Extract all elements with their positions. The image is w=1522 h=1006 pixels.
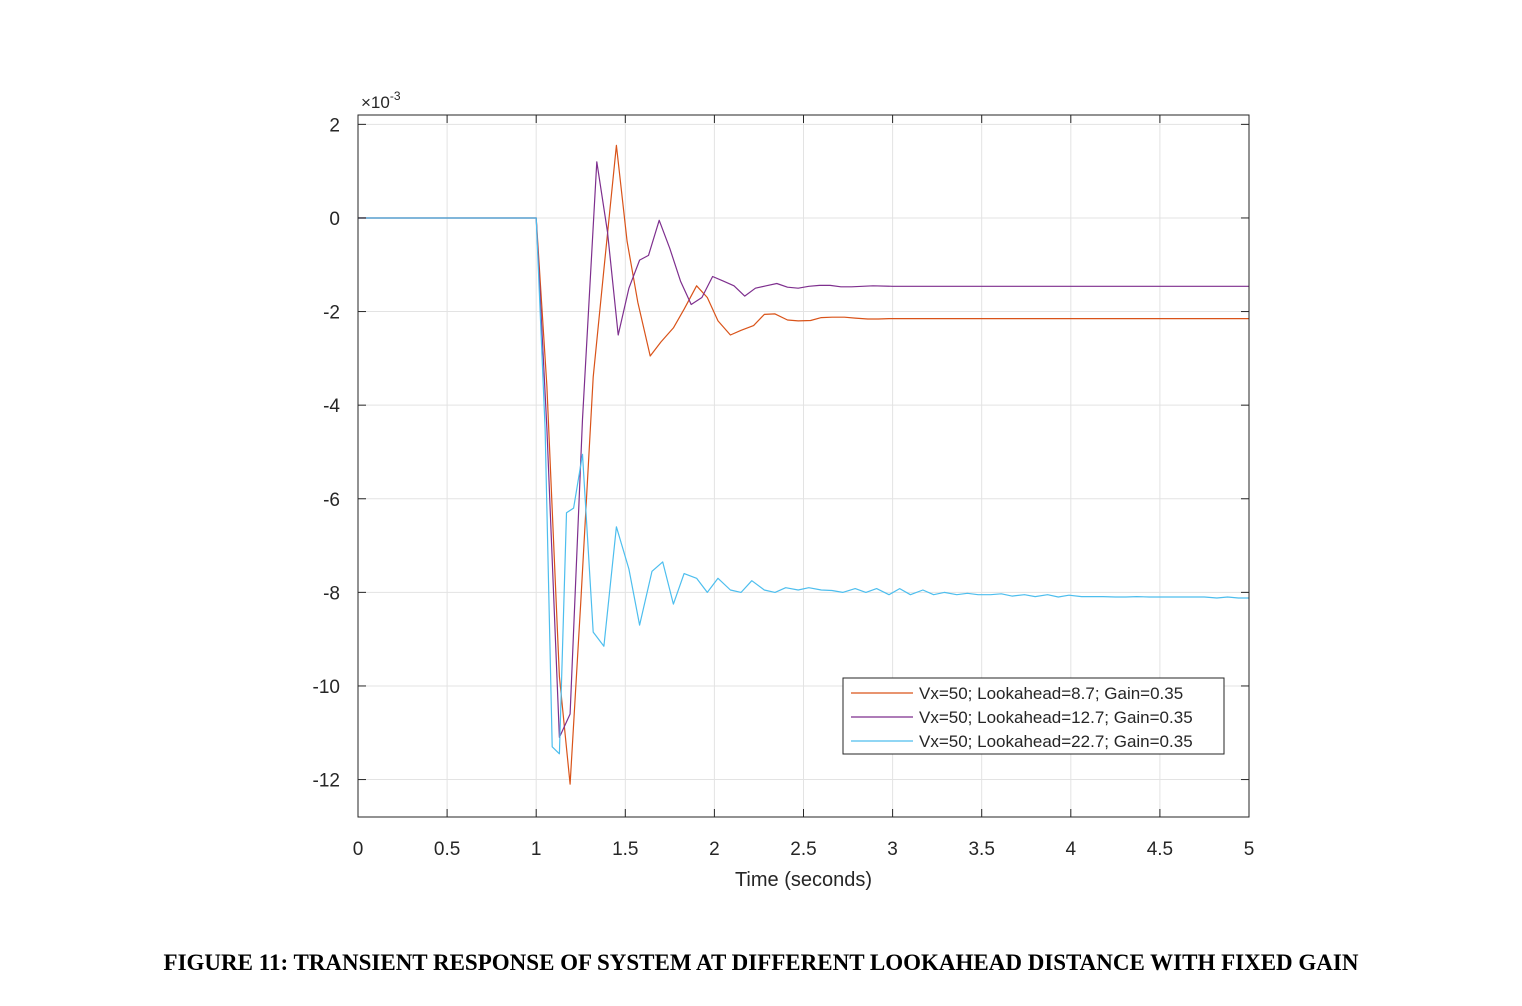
x-tick-labels: 0 0.5 1 1.5 2 2.5 3 3.5 4 4.5 5: [353, 839, 1255, 860]
series-lines: [358, 144, 1249, 785]
y-tick-label: 2: [329, 115, 340, 136]
x-tick-label: 3.5: [968, 839, 994, 860]
y-tick-label: -8: [323, 583, 340, 604]
y-exponent-label: ×10-3: [361, 89, 401, 112]
legend-label-1: Vx=50; Lookahead=8.7; Gain=0.35: [919, 684, 1183, 703]
y-tick-label: -2: [323, 303, 340, 324]
y-tick-label: -12: [313, 771, 340, 792]
figure-caption: FIGURE 11: TRANSIENT RESPONSE OF SYSTEM …: [163, 950, 1359, 975]
x-tick-label: 1: [531, 839, 542, 860]
x-tick-label: 1.5: [612, 839, 638, 860]
x-tick-label: 2: [709, 839, 720, 860]
axis-ticks: [357, 115, 1250, 817]
series-line-3: [358, 217, 1249, 755]
y-tick-label: -4: [323, 396, 340, 417]
x-tick-label: 4.5: [1147, 839, 1173, 860]
legend-label-3: Vx=50; Lookahead=22.7; Gain=0.35: [919, 732, 1193, 751]
x-tick-label: 5: [1244, 839, 1255, 860]
legend: Vx=50; Lookahead=8.7; Gain=0.35 Vx=50; Lo…: [842, 677, 1225, 755]
series-line-1: [358, 144, 1249, 785]
x-tick-label: 0: [353, 839, 364, 860]
y-tick-label: -6: [323, 490, 340, 511]
y-tick-label: -10: [313, 677, 340, 698]
y-tick-label: 0: [329, 209, 340, 230]
x-tick-label: 4: [1066, 839, 1077, 860]
x-axis-label: Time (seconds): [735, 869, 872, 891]
x-tick-label: 3: [887, 839, 898, 860]
series-line-2: [358, 161, 1249, 739]
legend-label-2: Vx=50; Lookahead=12.7; Gain=0.35: [919, 708, 1193, 727]
x-tick-label: 2.5: [790, 839, 816, 860]
line-chart: 0 0.5 1 1.5 2 2.5 3 3.5 4 4.5 5 2 0 -2 -4 -6 -8 -10 -12 ×…: [313, 89, 1255, 891]
y-tick-labels: 2 0 -2 -4 -6 -8 -10 -12: [313, 115, 341, 791]
x-tick-label: 0.5: [434, 839, 460, 860]
